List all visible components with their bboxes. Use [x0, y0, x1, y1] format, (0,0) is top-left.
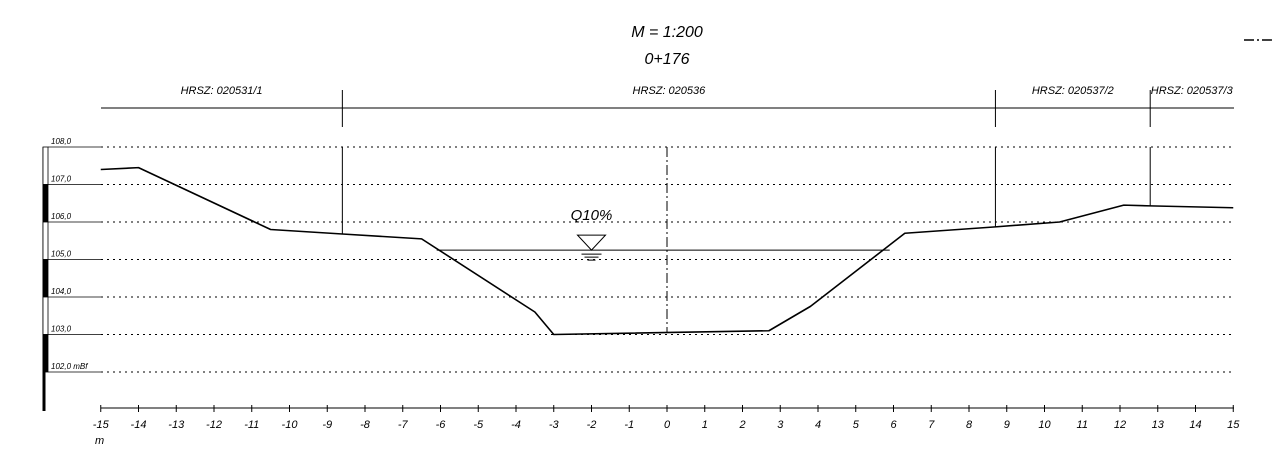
- x-tick-label: 14: [1189, 419, 1201, 431]
- x-tick-label: -11: [244, 419, 259, 431]
- elevation-label: 108,0: [51, 137, 72, 146]
- elevation-labels: 108,0 107,0 106,0 105,0 104,0 103,0 102,0 mBf: [51, 137, 88, 371]
- x-tick-label: -6: [436, 419, 447, 431]
- x-axis-unit: m: [95, 435, 104, 447]
- x-tick-label: 12: [1114, 419, 1126, 431]
- x-tick-label: 3: [777, 419, 784, 431]
- elevation-label: 106,0: [51, 212, 72, 221]
- x-tick-label: 10: [1038, 419, 1051, 431]
- x-tick-label: -2: [587, 419, 597, 431]
- x-axis-ticks: -15 -14 -13 -12 -11 -10 -9 -8 -7 -6 -5 -4 -3 -2 -1 0 1 2 3…: [93, 405, 1240, 431]
- elevation-bar-segment: [42, 221, 49, 260]
- parcel-label: HRSZ: 020537/3: [1151, 85, 1234, 97]
- x-tick-label: 15: [1227, 419, 1240, 431]
- elevation-bar-segment: [42, 334, 49, 373]
- x-tick-label: 9: [1004, 419, 1010, 431]
- x-tick-label: -5: [473, 419, 484, 431]
- parcel-dividers: [341, 90, 1151, 234]
- elevation-label: 103,0: [51, 325, 72, 334]
- parcel-label: HRSZ: 020537/2: [1032, 85, 1114, 97]
- x-tick-label: -4: [511, 419, 521, 431]
- x-tick-label: -8: [360, 419, 371, 431]
- x-tick-label: -10: [282, 419, 299, 431]
- elevation-label: 102,0 mBf: [51, 362, 88, 371]
- water-level-symbol: [576, 234, 607, 261]
- station-label: 0+176: [645, 51, 690, 68]
- x-tick-label: 7: [928, 419, 935, 431]
- elevation-bar-segment: [42, 184, 49, 223]
- parcel-labels: HRSZ: 020531/1 HRSZ: 020536 HRSZ: 020537/2…: [181, 85, 1234, 97]
- water-level-triangle: [576, 234, 607, 251]
- x-tick-label: -12: [206, 419, 222, 431]
- elevation-label: 105,0: [51, 250, 72, 259]
- x-tick-label: -15: [93, 419, 110, 431]
- elevation-label: 107,0: [51, 175, 72, 184]
- x-tick-label: 5: [853, 419, 860, 431]
- elevation-label: 104,0: [51, 287, 72, 296]
- x-tick-label: 1: [702, 419, 708, 431]
- x-tick-label: -14: [131, 419, 147, 431]
- x-tick-label: 4: [815, 419, 821, 431]
- parcel-label: HRSZ: 020531/1: [181, 85, 263, 97]
- elevation-bar-segment: [42, 259, 49, 298]
- x-tick-label: 13: [1152, 419, 1165, 431]
- x-tick-label: 0: [664, 419, 671, 431]
- ground-profile-line: [100, 166, 1234, 336]
- elevation-bar-segment: [42, 146, 49, 185]
- elevation-scale-bar: [42, 146, 101, 411]
- elevation-bar-segment: [42, 296, 49, 335]
- x-tick-label: 2: [738, 419, 745, 431]
- x-tick-label: 8: [966, 419, 973, 431]
- water-level-label: Q10%: [571, 207, 613, 224]
- x-tick-label: -9: [322, 419, 332, 431]
- x-tick-label: -3: [549, 419, 560, 431]
- scale-label: M = 1:200: [631, 24, 703, 41]
- x-tick-label: -1: [624, 419, 634, 431]
- x-tick-label: -7: [398, 419, 409, 431]
- x-tick-label: 6: [890, 419, 897, 431]
- parcel-label: HRSZ: 020536: [633, 85, 707, 97]
- x-tick-label: 11: [1077, 419, 1088, 431]
- x-tick-label: -13: [168, 419, 185, 431]
